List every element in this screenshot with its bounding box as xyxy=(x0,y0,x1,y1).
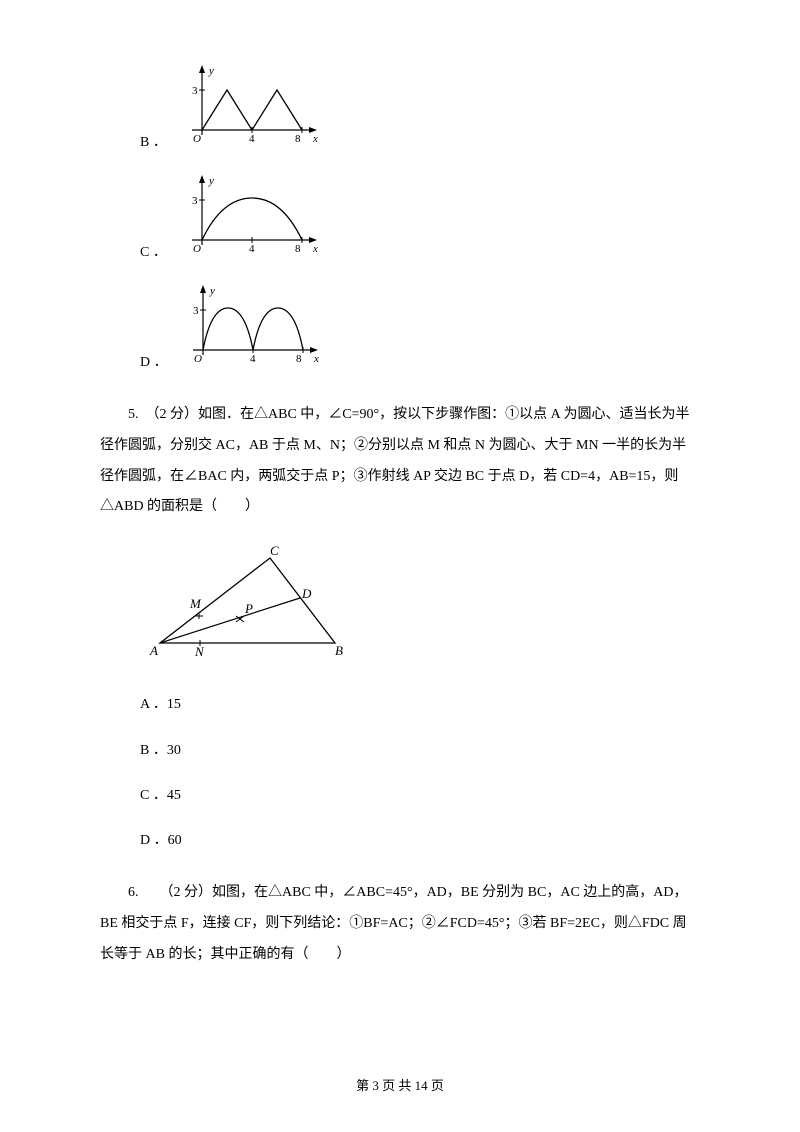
svg-text:y: y xyxy=(208,175,214,187)
option-d-label: D ． xyxy=(140,350,168,375)
label-P: P xyxy=(244,601,253,616)
svg-text:4: 4 xyxy=(249,133,255,145)
label-A: A xyxy=(149,643,158,658)
svg-text:8: 8 xyxy=(296,353,302,365)
question-5-text: 5. （2 分）如图．在△ABC 中，∠C=90°，按以下步骤作图：①以点 A … xyxy=(100,400,700,523)
label-N: N xyxy=(194,644,205,659)
svg-text:O: O xyxy=(194,353,202,365)
svg-text:4: 4 xyxy=(249,243,255,255)
svg-text:8: 8 xyxy=(295,243,301,255)
option-c-label: C ． xyxy=(140,240,167,265)
graph-d: 3 y O 4 8 x xyxy=(178,280,328,375)
q5-answer-d: D ．60 xyxy=(140,828,700,853)
svg-text:4: 4 xyxy=(250,353,256,365)
graph-b: 3 y O 4 8 x xyxy=(177,60,327,155)
svg-text:O: O xyxy=(193,133,201,145)
page-footer: 第 3 页 共 14 页 xyxy=(0,1074,800,1097)
label-B: B xyxy=(335,643,343,658)
question-6-text: 6. （2 分）如图，在△ABC 中，∠ABC=45°，AD，BE 分别为 BC… xyxy=(100,878,700,970)
question-5-figure: A B C D M N P xyxy=(140,543,700,672)
option-b-label: B ． xyxy=(140,130,167,155)
option-b-row: B ． 3 y O 4 8 x xyxy=(100,60,700,155)
label-D: D xyxy=(301,586,312,601)
option-d-row: D ． 3 y O 4 8 x xyxy=(100,280,700,375)
svg-text:3: 3 xyxy=(193,305,199,317)
graph-c: 3 y O 4 8 x xyxy=(177,170,327,265)
q5-answer-a: A ．15 xyxy=(140,692,700,717)
svg-text:x: x xyxy=(312,133,318,145)
svg-text:y: y xyxy=(209,285,215,297)
svg-text:3: 3 xyxy=(192,85,198,97)
q5-answer-b: B ．30 xyxy=(140,738,700,763)
svg-text:3: 3 xyxy=(192,195,198,207)
q5-answer-c: C ．45 xyxy=(140,783,700,808)
svg-text:y: y xyxy=(208,65,214,77)
svg-text:O: O xyxy=(193,243,201,255)
label-C: C xyxy=(270,543,279,558)
svg-text:8: 8 xyxy=(295,133,301,145)
label-M: M xyxy=(189,596,202,611)
option-c-row: C ． 3 y O 4 8 x xyxy=(100,170,700,265)
svg-text:x: x xyxy=(313,353,319,365)
svg-text:x: x xyxy=(312,243,318,255)
